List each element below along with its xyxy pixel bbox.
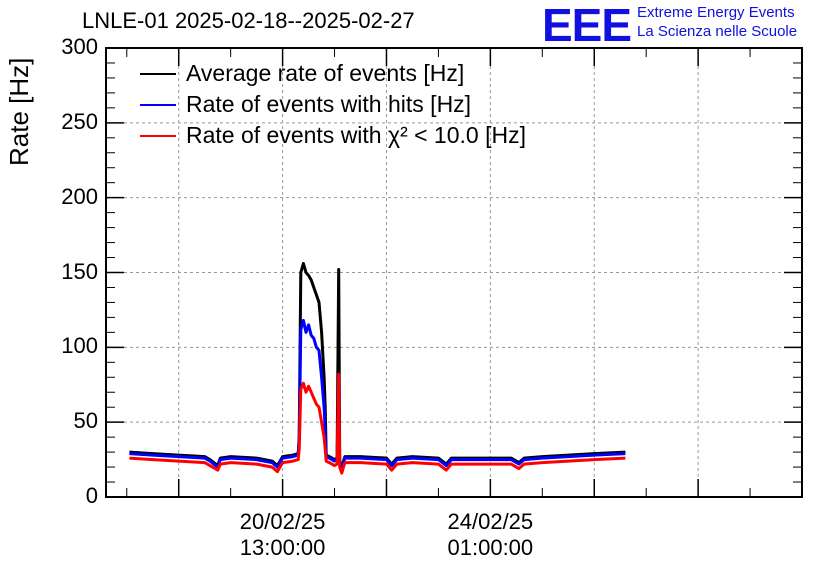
x-tick-date: 20/02/25: [239, 509, 326, 534]
logo-line-1: Extreme Energy Events: [637, 4, 795, 21]
y-tick-label: 250: [61, 108, 98, 134]
series-line-1: [129, 318, 626, 471]
legend-swatch-average: [140, 72, 176, 75]
y-tick-label: 300: [61, 34, 98, 59]
series-line-2: [129, 372, 626, 475]
legend-item-average: Average rate of events [Hz]: [140, 58, 526, 89]
legend-swatch-chi2: [140, 134, 176, 137]
legend-label-average: Average rate of events [Hz]: [186, 60, 465, 86]
y-tick-label: 150: [61, 258, 98, 284]
x-tick-label: 20/02/25 13:00:00: [213, 509, 353, 561]
legend-item-chi2: Rate of events with χ² < 10.0 [Hz]: [140, 120, 526, 151]
legend: Average rate of events [Hz] Rate of even…: [140, 58, 526, 151]
y-tick-label: 200: [61, 183, 98, 209]
y-tick-label: 100: [61, 333, 98, 359]
y-tick-label: 50: [73, 408, 98, 434]
y-tick-label: 0: [85, 483, 98, 508]
legend-label-hits: Rate of events with hits [Hz]: [186, 91, 472, 117]
series-group: [129, 262, 626, 475]
x-tick-date: 24/02/25: [447, 509, 534, 534]
legend-item-hits: Rate of events with hits [Hz]: [140, 89, 526, 120]
grid-lines: [106, 48, 802, 497]
chart-title: LNLE-01 2025-02-18--2025-02-27: [82, 8, 415, 33]
eee-logo: EEE: [542, 0, 632, 51]
legend-label-chi2: Rate of events with χ² < 10.0 [Hz]: [186, 122, 526, 148]
x-tick-time: 01:00:00: [447, 535, 534, 560]
y-axis-label: Rate [Hz]: [4, 57, 34, 166]
logo-line-2: La Scienza nelle Scuole: [637, 23, 798, 40]
series-line-0: [129, 262, 626, 469]
axis-ticks: [106, 47, 802, 498]
x-tick-label: 24/02/25 01:00:00: [420, 509, 560, 561]
legend-swatch-hits: [140, 103, 176, 106]
x-tick-time: 13:00:00: [239, 535, 326, 560]
logo-caption: Extreme Energy Events La Scienza nelle S…: [637, 3, 797, 41]
